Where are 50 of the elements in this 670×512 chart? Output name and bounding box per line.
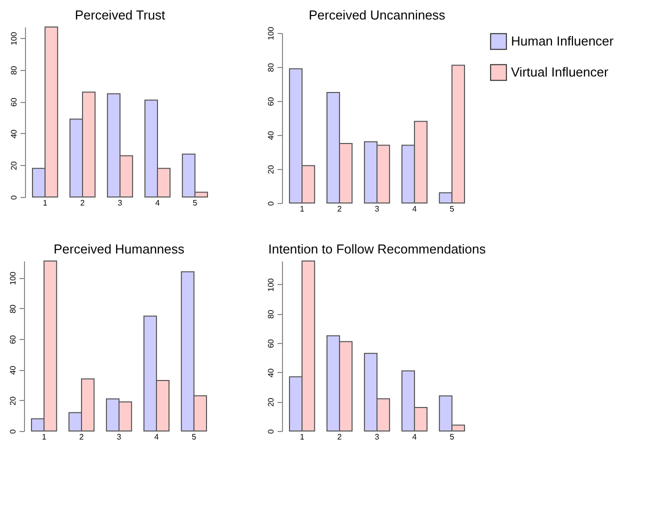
x-tick-label: 3: [374, 204, 380, 214]
y-tick-label: 60: [10, 97, 18, 107]
y-tick-label: 100: [266, 278, 276, 292]
x-tick-label: 2: [337, 432, 342, 442]
chart-title: Perceived Uncanniness: [308, 7, 446, 22]
x-tick-label: 1: [300, 432, 305, 442]
y-tick-label: 80: [266, 309, 276, 319]
y-tick-label: 100: [10, 31, 18, 46]
legend-label: Virtual Influencer: [511, 64, 609, 80]
legend-label: Human Influencer: [511, 34, 614, 48]
chart-title: Perceived Humanness: [54, 242, 185, 256]
y-tick-label: 60: [8, 334, 18, 344]
y-tick-label: 80: [8, 304, 18, 314]
x-tick-label: 3: [374, 432, 380, 442]
x-tick-label: 5: [192, 198, 198, 208]
x-tick-label: 4: [412, 204, 418, 214]
x-tick-label: 1: [42, 198, 48, 208]
x-tick-label: 3: [116, 432, 122, 442]
y-tick-label: 0: [10, 194, 18, 200]
chart-title: Intention to Follow Recommendations: [268, 242, 486, 256]
y-tick-label: 40: [10, 128, 18, 138]
y-tick-label: 20: [266, 397, 276, 407]
x-tick-label: 5: [192, 432, 197, 442]
x-tick-label: 2: [80, 198, 86, 208]
x-tick-label: 4: [154, 432, 160, 442]
y-tick-label: 40: [266, 130, 276, 140]
y-tick-label: 0: [8, 428, 18, 434]
y-tick-label: 100: [266, 26, 276, 40]
chart-title: Perceived Trust: [74, 8, 166, 22]
x-tick-label: 4: [155, 198, 160, 208]
y-tick-label: 0: [266, 200, 276, 206]
x-tick-label: 3: [118, 198, 123, 208]
x-tick-label: 1: [42, 432, 47, 442]
x-tick-label: 4: [412, 432, 418, 442]
y-tick-label: 60: [266, 338, 276, 348]
x-tick-label: 5: [450, 432, 455, 442]
y-tick-label: 80: [10, 65, 18, 75]
y-tick-label: 20: [10, 160, 18, 170]
x-tick-label: 2: [337, 204, 342, 214]
x-tick-label: 2: [79, 432, 84, 442]
y-tick-label: 100: [8, 271, 18, 286]
y-tick-label: 20: [8, 396, 18, 406]
x-tick-label: 1: [300, 204, 305, 214]
y-tick-label: 0: [266, 428, 276, 434]
y-tick-label: 20: [266, 164, 276, 174]
y-tick-label: 60: [266, 96, 276, 106]
y-tick-label: 80: [266, 62, 276, 72]
x-tick-label: 5: [450, 204, 455, 214]
y-tick-label: 40: [8, 365, 18, 375]
y-tick-label: 40: [266, 368, 276, 378]
